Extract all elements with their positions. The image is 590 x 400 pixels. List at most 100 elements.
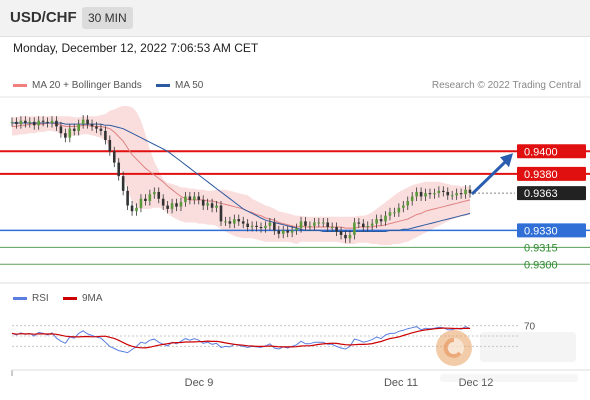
candle-body	[419, 191, 423, 197]
level-box-0.9330	[517, 223, 586, 238]
candle-body	[410, 196, 414, 201]
candle-body	[139, 198, 143, 208]
candle-body	[112, 151, 116, 163]
candle-body	[277, 230, 281, 234]
candle-body	[157, 191, 161, 199]
rsi-swatch	[13, 296, 27, 300]
candle-body	[90, 124, 94, 127]
ma20-swatch	[13, 83, 27, 87]
candle-body	[32, 121, 36, 126]
candle-body	[86, 119, 89, 125]
candle-body	[19, 120, 23, 125]
candle-body	[10, 121, 14, 123]
candle-body	[241, 221, 245, 224]
candle-body	[450, 195, 454, 197]
candle-body	[406, 201, 410, 206]
candle-body	[326, 222, 330, 227]
candle-body	[95, 126, 98, 129]
candle-body	[108, 139, 112, 152]
candle-body	[308, 225, 312, 227]
candle-body	[215, 205, 218, 208]
candle-body	[437, 190, 441, 194]
candle-body	[384, 215, 387, 222]
ma20-line	[12, 122, 471, 229]
candle-body	[117, 162, 121, 177]
candle-body	[130, 205, 134, 212]
x-label-dec-11: Dec 11	[384, 377, 418, 389]
candle-body	[206, 203, 209, 206]
candle-body	[161, 198, 165, 206]
level-label-0.9315: 0.9315	[524, 242, 558, 254]
candle-body	[152, 191, 156, 195]
legend-ma50: MA 50	[156, 80, 203, 91]
candle-body	[442, 190, 445, 192]
candle-body	[259, 227, 263, 229]
timestamp: Monday, December 12, 2022 7:06:53 AM CET	[13, 41, 259, 55]
candle-body	[459, 193, 463, 195]
candle-body	[148, 194, 152, 201]
candle-body	[330, 227, 334, 228]
candle-body	[264, 225, 267, 229]
candle-body	[99, 128, 103, 131]
candle-body	[135, 207, 138, 212]
candle-body	[184, 196, 187, 203]
candle-body	[317, 222, 321, 224]
candle-body	[15, 121, 18, 125]
candle-body	[121, 176, 125, 191]
candle-body	[402, 205, 405, 208]
candle-body	[313, 222, 316, 226]
level-box-0.9363	[517, 186, 586, 201]
ma50-label: MA 50	[175, 80, 204, 91]
candle-body	[55, 120, 58, 127]
candle-body	[24, 120, 27, 123]
candle-body	[46, 121, 49, 123]
candle-body	[295, 228, 298, 231]
interval-button[interactable]: 30 MIN	[82, 7, 133, 29]
candle-body	[104, 130, 107, 140]
candle-body	[281, 230, 285, 234]
candle-body	[361, 223, 365, 227]
candle-body	[468, 189, 472, 194]
x-label-dec-12: Dec 12	[459, 377, 494, 389]
level-label-0.9400: 0.9400	[524, 146, 558, 158]
candle-body	[64, 133, 67, 138]
watermark-logo	[436, 330, 578, 382]
candle-body	[81, 119, 85, 125]
candle-body	[179, 202, 183, 207]
bollinger-band	[12, 106, 470, 246]
9ma-swatch	[63, 296, 77, 300]
candle-body	[193, 196, 196, 200]
candle-body	[397, 207, 401, 213]
candle-body	[219, 205, 223, 222]
x-label-dec-9: Dec 9	[185, 377, 214, 389]
candle-body	[370, 223, 374, 226]
candle-body	[250, 225, 254, 227]
candle-body	[433, 193, 436, 195]
candle-body	[77, 124, 80, 131]
legend-rsi: RSI	[13, 293, 49, 304]
candle-body	[188, 196, 192, 200]
candle-body	[246, 223, 249, 227]
candle-body	[68, 128, 72, 138]
candle-body	[41, 120, 45, 122]
level-box-0.9380	[517, 166, 586, 181]
candle-body	[224, 221, 227, 223]
candle-body	[72, 128, 76, 131]
candle-body	[299, 221, 303, 229]
candle-body	[348, 234, 352, 239]
candle-body	[50, 120, 54, 123]
rsi-label: RSI	[32, 293, 49, 304]
header-bar: USD/CHF 30 MIN	[0, 0, 590, 37]
candle-body	[144, 198, 147, 201]
ma20-label: MA 20 + Bollinger Bands	[32, 80, 142, 91]
candle-body	[357, 222, 361, 224]
9ma-label: 9MA	[82, 293, 103, 304]
ma50-swatch	[156, 83, 170, 87]
candle-body	[379, 219, 383, 222]
forecast-arrow-head	[500, 153, 513, 168]
candle-body	[37, 120, 40, 126]
candle-body	[210, 203, 214, 208]
candle-body	[290, 230, 294, 233]
candle-body	[273, 222, 276, 231]
